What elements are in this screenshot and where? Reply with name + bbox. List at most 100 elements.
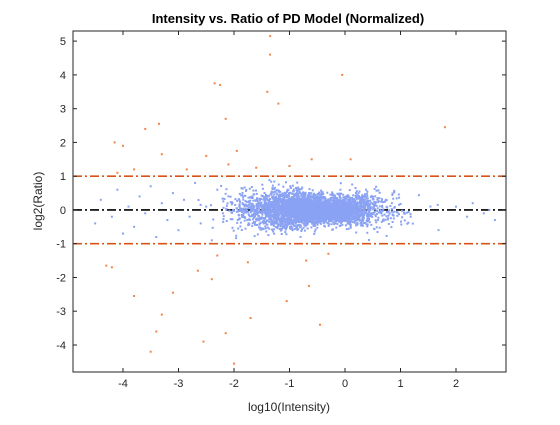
data-point xyxy=(364,195,366,198)
data-point xyxy=(328,201,331,204)
data-point xyxy=(318,216,321,219)
data-point xyxy=(281,227,283,230)
data-point xyxy=(375,226,378,229)
data-point xyxy=(262,203,265,206)
data-point xyxy=(332,211,335,214)
data-point xyxy=(297,228,300,231)
data-point xyxy=(375,185,378,188)
data-point xyxy=(356,209,359,212)
data-point xyxy=(311,222,314,225)
data-point xyxy=(282,218,285,221)
data-point xyxy=(328,214,331,217)
data-point-outlier xyxy=(213,82,216,85)
data-point xyxy=(343,216,346,219)
data-point xyxy=(351,213,354,216)
data-point xyxy=(339,219,342,222)
data-point xyxy=(341,210,344,213)
data-point xyxy=(268,199,271,202)
data-point xyxy=(274,215,277,218)
data-point xyxy=(263,207,266,210)
data-point xyxy=(254,215,256,218)
data-point xyxy=(334,220,337,223)
data-point xyxy=(331,196,333,199)
data-point xyxy=(362,217,365,220)
data-point xyxy=(263,205,266,207)
data-point xyxy=(377,216,380,219)
data-point xyxy=(307,205,310,208)
data-point xyxy=(318,198,321,201)
data-point xyxy=(281,211,284,214)
data-point xyxy=(407,221,410,224)
data-point xyxy=(259,221,262,224)
data-point xyxy=(333,217,336,220)
data-point xyxy=(212,218,215,221)
data-point xyxy=(392,217,395,220)
data-point xyxy=(357,201,360,204)
data-point xyxy=(264,217,267,220)
data-point xyxy=(261,183,264,186)
data-point xyxy=(288,225,291,228)
data-point xyxy=(236,219,239,221)
data-point xyxy=(250,204,253,207)
data-point xyxy=(231,226,234,229)
data-point xyxy=(327,222,329,225)
data-point xyxy=(429,205,432,208)
data-point xyxy=(231,218,234,221)
data-point xyxy=(285,194,288,197)
data-point xyxy=(367,218,370,221)
data-point xyxy=(327,202,330,205)
data-point xyxy=(367,214,370,217)
data-point xyxy=(326,212,329,215)
data-point xyxy=(326,191,329,194)
data-point xyxy=(299,192,302,195)
data-point xyxy=(354,206,357,209)
data-point xyxy=(350,220,353,223)
data-point xyxy=(371,213,374,216)
data-point xyxy=(280,222,282,225)
data-point xyxy=(323,212,326,215)
data-point xyxy=(326,214,329,217)
data-point xyxy=(380,212,383,215)
data-point xyxy=(482,212,485,215)
data-point xyxy=(300,188,303,191)
data-point xyxy=(295,210,298,213)
data-point xyxy=(323,219,326,222)
data-point xyxy=(341,223,344,226)
data-point xyxy=(372,205,375,208)
data-point xyxy=(356,222,359,225)
data-point xyxy=(292,198,295,201)
data-point xyxy=(297,221,300,223)
data-point xyxy=(274,214,277,217)
data-point xyxy=(243,205,246,208)
data-point xyxy=(401,209,404,212)
data-point xyxy=(304,222,307,225)
data-point xyxy=(383,213,386,216)
data-point xyxy=(301,218,304,221)
data-point xyxy=(319,195,322,198)
data-point xyxy=(400,220,402,223)
data-point xyxy=(385,211,388,214)
data-point xyxy=(242,212,245,215)
data-point xyxy=(308,220,311,222)
data-point xyxy=(293,211,296,214)
data-point xyxy=(313,230,316,233)
data-point xyxy=(294,207,297,210)
data-point xyxy=(239,221,242,224)
data-point xyxy=(284,196,287,199)
data-point xyxy=(222,200,225,203)
data-point xyxy=(303,200,306,203)
data-point xyxy=(321,191,324,194)
data-point xyxy=(345,195,348,198)
data-point xyxy=(293,194,296,197)
data-point xyxy=(266,199,269,202)
data-point xyxy=(344,208,346,211)
data-point-outlier xyxy=(255,166,258,169)
data-point-outlier xyxy=(349,158,352,161)
data-point xyxy=(327,200,330,203)
data-point xyxy=(363,209,366,212)
data-point xyxy=(278,196,281,199)
data-point xyxy=(271,228,273,231)
data-point xyxy=(303,206,305,209)
data-point xyxy=(340,208,343,211)
data-point xyxy=(188,215,191,218)
